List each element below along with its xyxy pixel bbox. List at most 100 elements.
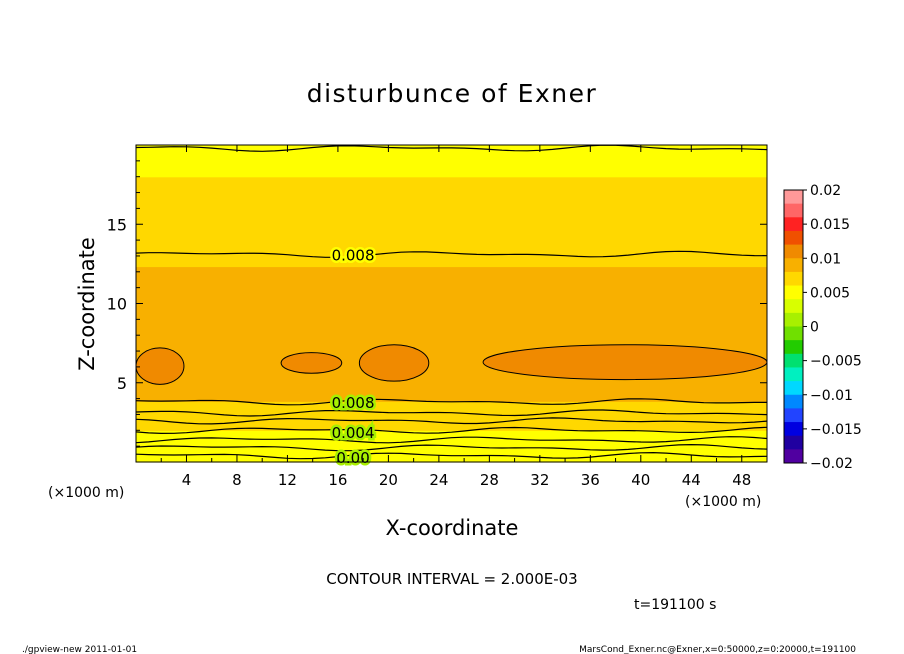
contour-line: [135, 426, 768, 435]
y-tick-label: 15: [107, 215, 127, 234]
contour-band: [136, 382, 767, 386]
chart-title: disturbunce of Exner: [307, 79, 598, 108]
contour-band: [136, 240, 767, 244]
colorbar-tick-label: 0.02: [810, 183, 841, 199]
contour-band: [136, 298, 767, 302]
colorbar-tick-label: 0.01: [810, 251, 841, 267]
colorbar-segment: [784, 408, 803, 423]
x-tick-label: 12: [278, 471, 297, 489]
colorbar-segment: [784, 353, 803, 368]
contour-band: [136, 147, 767, 151]
contour-band: [136, 263, 767, 268]
contour-band: [136, 438, 767, 442]
x-tick-label: 20: [379, 471, 398, 489]
x-tick-label: 4: [182, 471, 192, 489]
contour-band: [136, 192, 767, 196]
colorbar: 0.02 0.015 0.01 0.005 0 −0.005 −0.01 −0.015 −0.0…: [783, 183, 862, 472]
contour-band: [136, 345, 767, 350]
contour-band: [136, 290, 767, 294]
colorbar-segment: [784, 299, 803, 314]
contour-band: [136, 258, 767, 262]
contour-band: [136, 166, 767, 170]
contour-band: [136, 274, 767, 278]
contour-band: [136, 335, 767, 339]
contour-line: [135, 436, 768, 444]
contour-band: [136, 174, 767, 178]
contour-band: [136, 372, 767, 376]
colorbar-tick-label: −0.015: [810, 422, 862, 438]
contour-label: 0.00: [336, 449, 369, 467]
contour-band: [136, 393, 767, 397]
x-tick-label: 24: [429, 471, 448, 489]
contour-band: [136, 160, 767, 165]
colorbar-segment: [784, 285, 803, 300]
contour-band: [136, 295, 767, 299]
colorbar-tick-label: −0.01: [810, 388, 853, 404]
contour-band: [136, 253, 767, 257]
contour-band: [136, 443, 767, 447]
x-tick-label: 32: [530, 471, 549, 489]
contour-band: [136, 411, 767, 416]
x-tick-label: 28: [480, 471, 499, 489]
contour-band: [136, 261, 767, 265]
contour-label: 0.008: [332, 246, 375, 264]
contour-region: [358, 344, 430, 382]
contour-band: [136, 150, 767, 154]
contour-label: 0.004: [332, 424, 375, 442]
contour-band: [136, 211, 767, 215]
colorbar-segment: [784, 217, 803, 232]
contour-band: [136, 319, 767, 323]
contour-band: [136, 226, 767, 231]
contour-band: [136, 292, 767, 297]
footer-left: ./gpview-new 2011-01-01: [22, 645, 137, 654]
contour-band: [136, 250, 767, 254]
contour-band: [136, 356, 767, 360]
contour-band: [136, 279, 767, 283]
contour-band: [136, 398, 767, 402]
y-axis: 5 10 15: [107, 160, 767, 447]
colorbar-tick-label: −0.02: [810, 456, 853, 472]
contour-band: [136, 287, 767, 291]
plot-area: 0.008 0.008 0.004 0.00: [135, 144, 768, 470]
contour-band: [136, 337, 767, 342]
x-tick-label: 40: [631, 471, 650, 489]
contour-band: [136, 358, 767, 363]
contour-band: [136, 181, 767, 186]
contour-band: [136, 314, 767, 318]
contour-band: [136, 340, 767, 344]
x-tick-label: 48: [732, 471, 751, 489]
contour-band: [136, 168, 767, 173]
contour-band: [136, 327, 767, 331]
contour-band: [136, 218, 767, 223]
colorbar-segment: [784, 449, 803, 464]
contour-region: [280, 352, 343, 374]
contour-band: [136, 145, 767, 149]
contour-interval: CONTOUR INTERVAL = 2.000E-03: [326, 570, 577, 588]
colorbar-segment: [784, 258, 803, 273]
contour-band: [136, 269, 767, 273]
colorbar-tick-label: −0.005: [810, 354, 862, 370]
contour-line: [135, 144, 768, 152]
contour-band: [136, 277, 767, 281]
contour-band: [136, 366, 767, 371]
contour-band: [136, 419, 767, 423]
contour-band: [136, 200, 767, 204]
contour-band: [136, 385, 767, 389]
contour-band: [136, 361, 767, 365]
colorbar-segment: [784, 271, 803, 286]
contour-band: [136, 388, 767, 392]
x-axis-label: X-coordinate: [386, 516, 519, 540]
colorbar-segment: [784, 230, 803, 245]
contour-region: [482, 344, 768, 381]
contour-band: [136, 152, 767, 157]
contour-band: [136, 348, 767, 352]
contour-band: [136, 179, 767, 183]
contour-band: [136, 369, 767, 373]
contour-band: [136, 395, 767, 400]
x-unit-right: (×1000 m): [685, 494, 761, 510]
contour-band: [136, 266, 767, 270]
contour-band: [136, 271, 767, 276]
contour-region: [135, 347, 185, 385]
contour-band: [136, 332, 767, 336]
contour-line: [135, 417, 768, 425]
